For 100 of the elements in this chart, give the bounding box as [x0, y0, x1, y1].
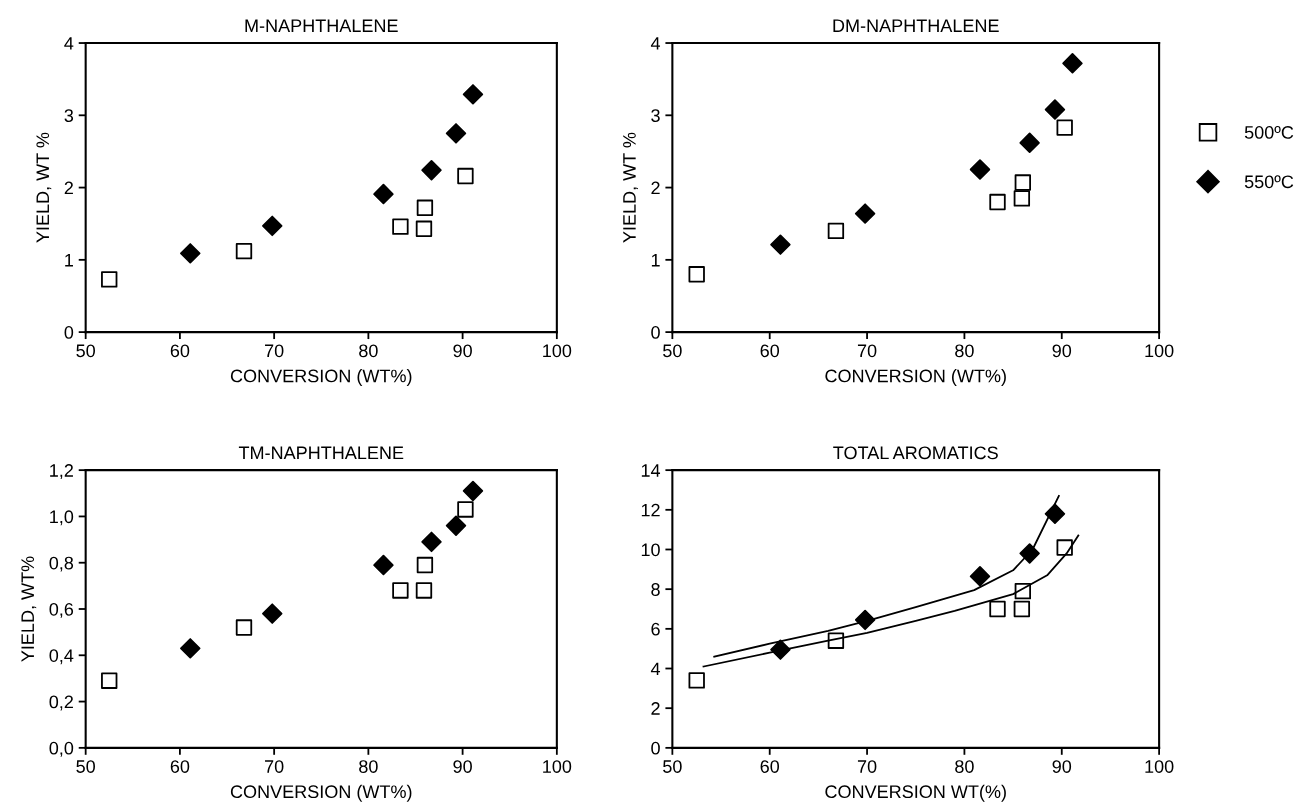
y-tick-label: 0,4: [49, 649, 74, 665]
y-axis-title: YIELD, WT %: [623, 132, 638, 243]
point: [415, 582, 433, 599]
y-tick-label: 12: [641, 503, 660, 517]
y-tick-label: 2: [651, 702, 660, 715]
x-tick-label: 100: [543, 344, 572, 358]
x-tick-label: 50: [663, 344, 682, 358]
x-tick-label: 70: [265, 760, 284, 773]
point: [1014, 174, 1032, 191]
x-tick-label: 70: [857, 760, 877, 773]
line-series: [702, 534, 1080, 668]
chart-title: DM-NAPHTHALENE: [833, 19, 999, 32]
x-tick-label: 90: [1052, 760, 1072, 773]
point: [373, 554, 394, 576]
x-tick-label: 50: [76, 344, 95, 358]
point: [457, 167, 474, 185]
chart-title: TM-NAPHTHALENE: [238, 446, 404, 460]
x-tick-label: 80: [955, 344, 974, 358]
y-tick-label: 4: [650, 37, 661, 50]
point: [416, 556, 434, 574]
y-tick-label: 1,0: [50, 510, 74, 526]
point: [462, 84, 484, 105]
point: [854, 203, 876, 224]
point: [1013, 190, 1031, 207]
point: [421, 531, 442, 553]
legend-label: 500ºC: [1244, 126, 1294, 139]
point: [1019, 543, 1040, 564]
y-tick-label: 1: [651, 253, 660, 267]
point: [392, 582, 409, 599]
point: [1044, 503, 1066, 525]
point: [688, 266, 705, 283]
x-tick-label: 60: [760, 760, 780, 773]
point: [180, 638, 201, 659]
x-axis-title: CONVERSION WT(%): [825, 784, 1006, 802]
x-tick-label: 70: [857, 344, 877, 358]
point: [770, 639, 791, 660]
x-tick-label: 80: [359, 760, 378, 773]
x-tick-label: 100: [543, 760, 572, 773]
y-tick-label: 2: [651, 181, 660, 195]
point: [445, 123, 467, 144]
point: [1056, 119, 1073, 136]
x-axis-title: CONVERSION (WT%): [230, 784, 412, 802]
x-tick-label: 70: [265, 344, 284, 358]
point: [415, 220, 433, 237]
x-axis-title: CONVERSION (WT%): [230, 369, 412, 386]
y-tick-label: 6: [651, 622, 660, 636]
point: [1062, 53, 1083, 74]
y-tick-label: 0,8: [49, 556, 74, 572]
point: [180, 243, 201, 264]
legend-label: 550ºC: [1244, 175, 1294, 189]
point: [1056, 539, 1073, 556]
point: [1014, 582, 1032, 600]
y-tick-label: 0: [651, 326, 660, 339]
y-tick-label: 2: [64, 181, 73, 195]
point: [989, 600, 1006, 618]
y-axis-title: YIELD, WT %: [36, 132, 52, 243]
chart-title: TOTAL AROMATICS: [833, 446, 998, 460]
point: [373, 183, 394, 205]
point: [392, 218, 409, 235]
y-tick-label: 4: [64, 37, 74, 50]
point: [445, 515, 467, 536]
y-tick-label: 3: [651, 109, 660, 123]
point: [969, 159, 991, 180]
x-tick-label: 50: [663, 760, 682, 773]
point: [1044, 99, 1066, 120]
x-tick-label: 100: [1145, 344, 1174, 358]
point: [989, 193, 1006, 211]
y-tick-label: 1: [65, 253, 73, 267]
y-tick-label: 0,2: [49, 695, 73, 711]
point: [262, 215, 283, 237]
point: [827, 632, 845, 649]
y-tick-label: 1,2: [50, 464, 73, 479]
point: [462, 480, 484, 502]
y-tick-label: 10: [641, 543, 660, 557]
y-tick-label: 8: [651, 583, 660, 596]
x-tick-label: 90: [453, 760, 472, 773]
y-tick-label: 0: [64, 326, 74, 339]
y-tick-label: 0,6: [49, 602, 74, 618]
x-tick-label: 50: [76, 760, 95, 773]
point: [827, 222, 845, 240]
point: [854, 609, 876, 631]
point: [457, 501, 474, 518]
point: [235, 619, 253, 636]
x-axis-title: CONVERSION (WT%): [825, 369, 1006, 386]
point: [421, 160, 442, 181]
x-tick-label: 90: [1052, 344, 1072, 358]
x-tick-label: 90: [453, 344, 472, 358]
x-tick-label: 60: [170, 760, 190, 773]
point: [101, 271, 118, 288]
y-tick-label: 4: [650, 662, 661, 676]
x-tick-label: 100: [1145, 760, 1174, 773]
y-axis-title: YIELD, WT%: [21, 556, 37, 662]
point: [688, 672, 705, 689]
y-tick-label: 0: [651, 741, 660, 755]
point: [1019, 132, 1040, 153]
point: [770, 234, 791, 255]
point: [1013, 600, 1031, 618]
y-tick-label: 0,0: [49, 741, 74, 757]
point: [235, 242, 253, 260]
y-tick-label: 14: [641, 464, 661, 477]
